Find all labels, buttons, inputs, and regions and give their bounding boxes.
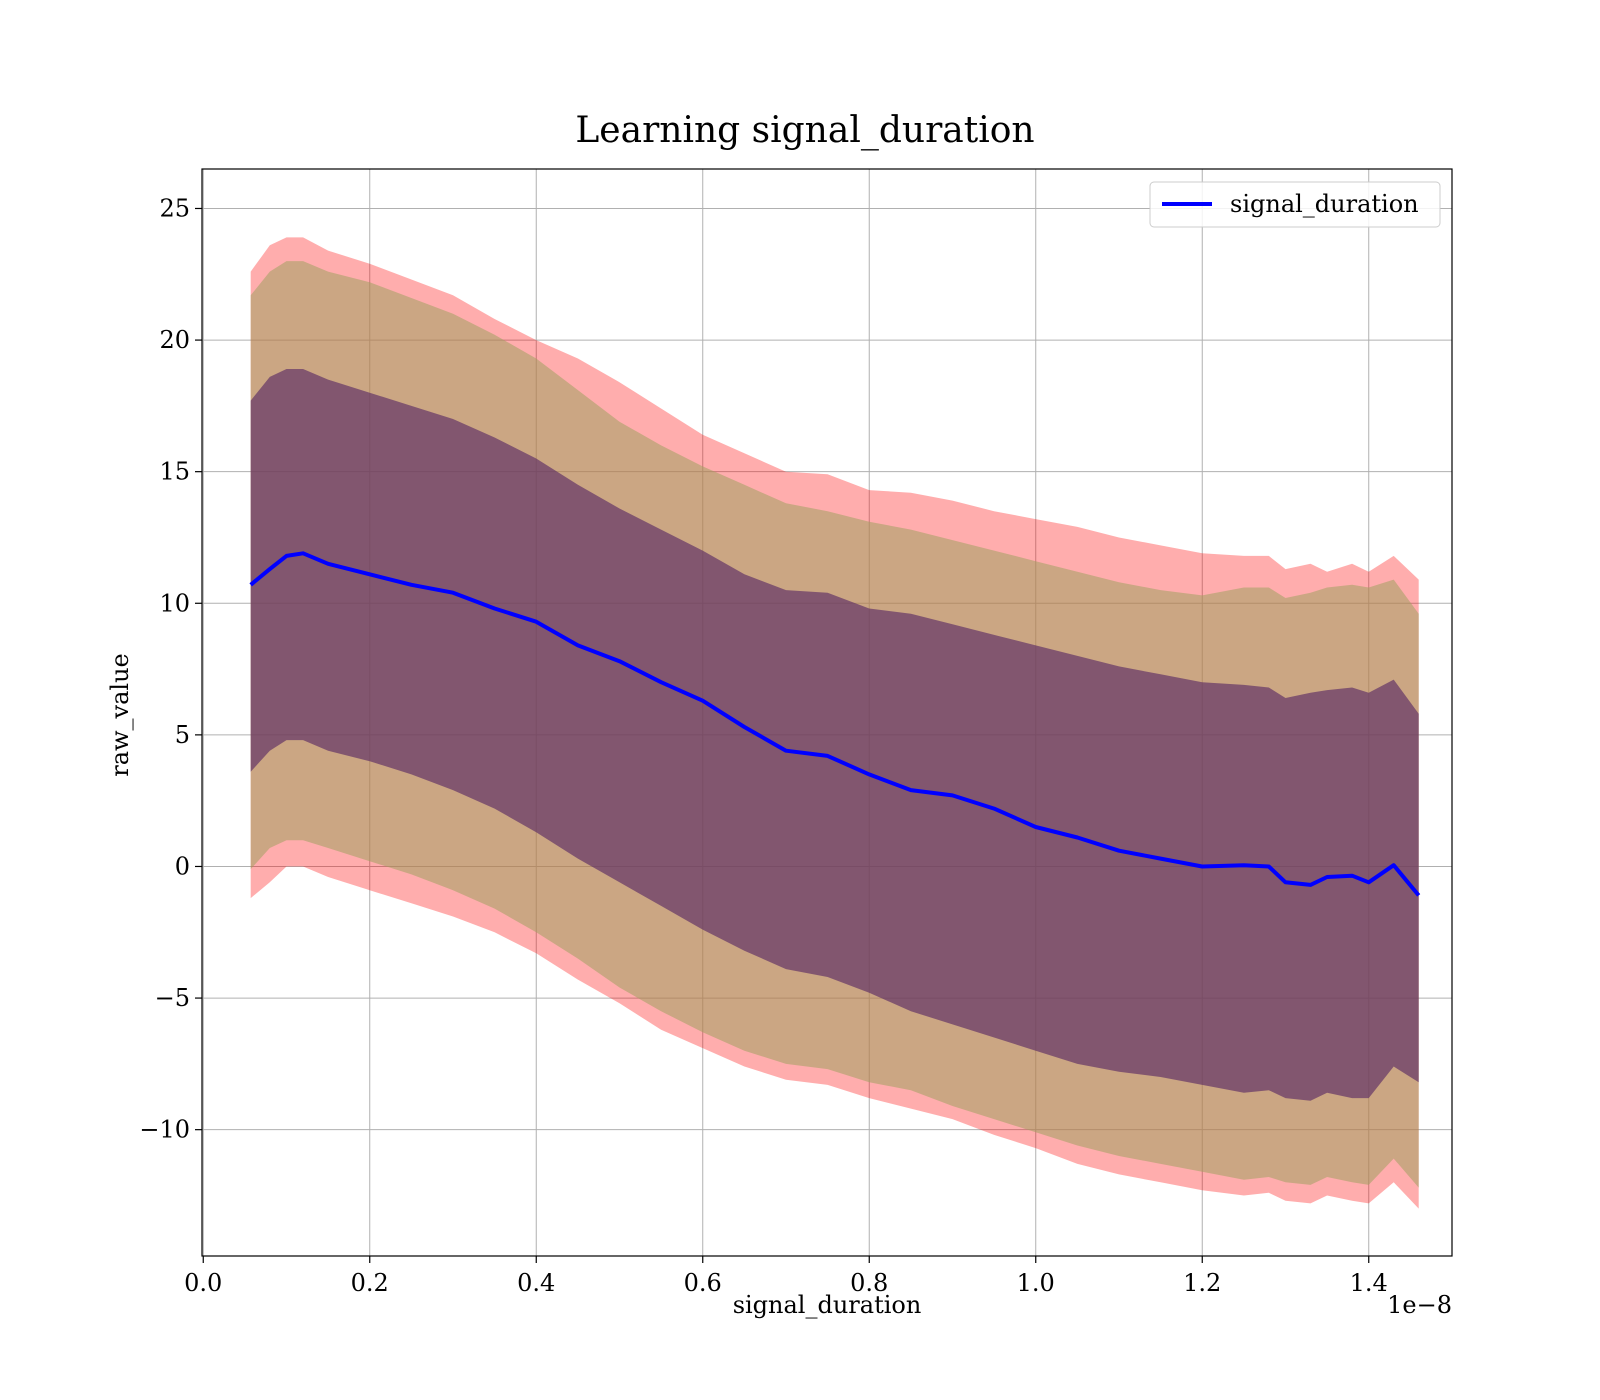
- x-tick-label: 0.0: [184, 1269, 222, 1297]
- y-tick-label: 20: [159, 326, 190, 354]
- band-inner: [250, 369, 1419, 1101]
- x-tick-label: 1.2: [1183, 1269, 1221, 1297]
- x-tick-label: 0.2: [351, 1269, 389, 1297]
- plot-frame: [201, 168, 1453, 1257]
- x-axis-label: signal_duration: [733, 1291, 922, 1319]
- x-tick-label: 0.4: [517, 1269, 555, 1297]
- x-axis-ticks: 0.0 0.2 0.4 0.6 0.8 1.0 1.2 1.4: [184, 1256, 1388, 1297]
- y-axis-label: raw_value: [106, 653, 134, 777]
- x-tick-label: 1.4: [1350, 1269, 1388, 1297]
- y-axis-ticks: −10 −5 0 5 10 15 20 25: [139, 194, 202, 1144]
- legend-label: signal_duration: [1230, 190, 1419, 218]
- x-tick-label: 1.0: [1017, 1269, 1055, 1297]
- y-tick-label: −10: [139, 1116, 190, 1144]
- x-tick-label: 0.6: [684, 1269, 722, 1297]
- legend: signal_duration: [1149, 181, 1441, 228]
- y-tick-label: 15: [159, 458, 190, 486]
- y-tick-label: 25: [159, 194, 190, 222]
- series-line: [249, 551, 1421, 897]
- legend-box: [1149, 181, 1441, 228]
- y-tick-label: 0: [175, 852, 190, 880]
- chart-title: Learning signal_duration: [575, 110, 1034, 151]
- confidence-bands: [250, 237, 1419, 1209]
- x-axis-offset-text: 1e−8: [1387, 1291, 1452, 1319]
- y-tick-label: 10: [159, 589, 190, 617]
- y-tick-label: 5: [175, 721, 190, 749]
- x-tick-label: 0.8: [850, 1269, 888, 1297]
- series-lines: [249, 551, 1421, 897]
- y-tick-label: −5: [155, 984, 190, 1012]
